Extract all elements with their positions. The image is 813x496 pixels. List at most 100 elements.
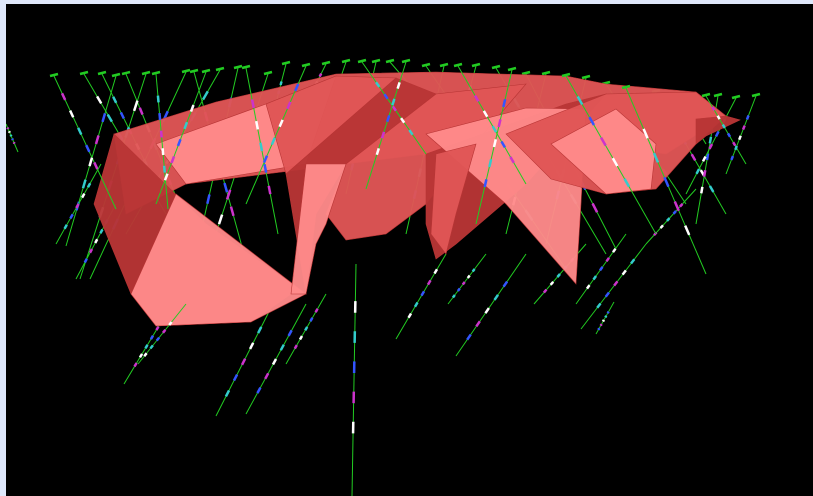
drillhole-trace xyxy=(285,293,327,365)
sample-interval xyxy=(106,113,113,123)
sample-interval xyxy=(599,323,603,327)
drillhole-trace xyxy=(6,123,19,153)
sample-interval xyxy=(271,358,278,366)
collar-marker xyxy=(701,92,711,98)
sample-interval xyxy=(270,137,276,146)
sample-interval xyxy=(155,325,160,331)
sample-interval xyxy=(597,327,601,331)
drillhole-trace xyxy=(725,92,761,175)
sample-interval xyxy=(716,115,721,120)
sample-interval xyxy=(663,176,670,188)
sample-interval xyxy=(613,280,619,287)
sample-interval xyxy=(298,335,304,341)
ore-body-facet xyxy=(430,143,477,255)
sample-interval xyxy=(138,107,144,115)
collar-marker xyxy=(141,70,151,76)
collar-marker xyxy=(111,72,121,78)
sample-interval xyxy=(407,312,413,319)
drillhole-trace xyxy=(701,92,747,165)
sample-interval xyxy=(183,121,189,130)
sample-interval xyxy=(101,113,107,123)
sample-interval xyxy=(408,129,414,136)
sample-interval xyxy=(375,147,380,156)
drillhole-trace xyxy=(65,72,121,247)
sample-interval xyxy=(471,268,476,273)
sample-interval xyxy=(701,155,707,162)
sample-interval xyxy=(475,320,481,328)
collar-marker xyxy=(521,70,531,76)
drillhole-line xyxy=(351,263,357,496)
drillhole-line xyxy=(725,95,757,175)
sample-interval xyxy=(601,319,606,323)
sample-interval xyxy=(621,269,627,276)
drillhole-line xyxy=(580,243,647,330)
sample-interval xyxy=(500,140,507,149)
sample-interval xyxy=(217,214,224,225)
drillhole-trace xyxy=(453,62,527,185)
sample-interval xyxy=(162,165,167,173)
sample-interval xyxy=(653,231,658,237)
sample-interval xyxy=(309,317,314,322)
sample-interval xyxy=(598,266,604,272)
collar-marker xyxy=(713,92,723,98)
sample-interval xyxy=(223,182,229,193)
drillhole-trace xyxy=(575,233,627,305)
ore-body-facet xyxy=(695,115,741,145)
drillhole-trace xyxy=(137,303,187,365)
sample-interval xyxy=(708,143,714,150)
drillhole-trace xyxy=(357,58,427,155)
sample-interval xyxy=(714,131,720,137)
sample-interval xyxy=(473,94,480,103)
sample-interval xyxy=(278,119,284,128)
collar-marker xyxy=(97,70,107,76)
sample-interval xyxy=(391,98,396,106)
sample-interval xyxy=(413,301,419,308)
drillhole-trace xyxy=(215,293,279,417)
sample-interval xyxy=(99,228,104,234)
collar-marker xyxy=(385,58,395,64)
sample-interval xyxy=(94,238,99,244)
sample-interval xyxy=(143,352,148,357)
sample-interval xyxy=(497,118,502,128)
3d-viewport[interactable] xyxy=(6,4,813,496)
sample-interval xyxy=(163,173,169,181)
sample-interval xyxy=(623,178,631,188)
sample-interval xyxy=(81,192,86,199)
sample-interval xyxy=(456,287,461,292)
sample-interval xyxy=(493,294,500,301)
sample-interval xyxy=(85,144,91,153)
sample-interval xyxy=(250,99,255,109)
sample-interval xyxy=(672,210,677,215)
sample-interval xyxy=(708,136,713,144)
collar-marker xyxy=(233,64,243,70)
ore-body-mesh xyxy=(93,71,741,327)
3d-scene-canvas[interactable] xyxy=(6,4,813,496)
sample-interval xyxy=(255,120,260,130)
sample-interval xyxy=(119,111,125,119)
sample-interval xyxy=(642,128,649,139)
sample-interval xyxy=(484,307,490,314)
sample-interval xyxy=(652,152,660,163)
drillhole-line xyxy=(395,253,447,340)
drillhole-line xyxy=(155,71,207,205)
sample-interval xyxy=(695,168,701,175)
sample-interval xyxy=(133,362,138,368)
sample-interval xyxy=(63,224,68,230)
sample-interval xyxy=(149,344,154,350)
sample-interval xyxy=(257,326,263,334)
sample-interval xyxy=(286,101,292,110)
sample-interval xyxy=(314,308,319,313)
sample-interval xyxy=(60,92,67,101)
sample-interval xyxy=(659,224,664,229)
collar-marker xyxy=(401,58,411,64)
sample-interval xyxy=(611,157,619,167)
sample-interval xyxy=(426,279,432,286)
sample-interval xyxy=(144,344,149,349)
sample-interval xyxy=(745,115,750,120)
sample-interval xyxy=(304,326,309,332)
sample-interval xyxy=(738,135,742,141)
sample-interval xyxy=(690,153,697,161)
drillhole-trace xyxy=(395,253,447,340)
sample-interval xyxy=(679,203,684,208)
drillhole-trace xyxy=(447,253,487,305)
